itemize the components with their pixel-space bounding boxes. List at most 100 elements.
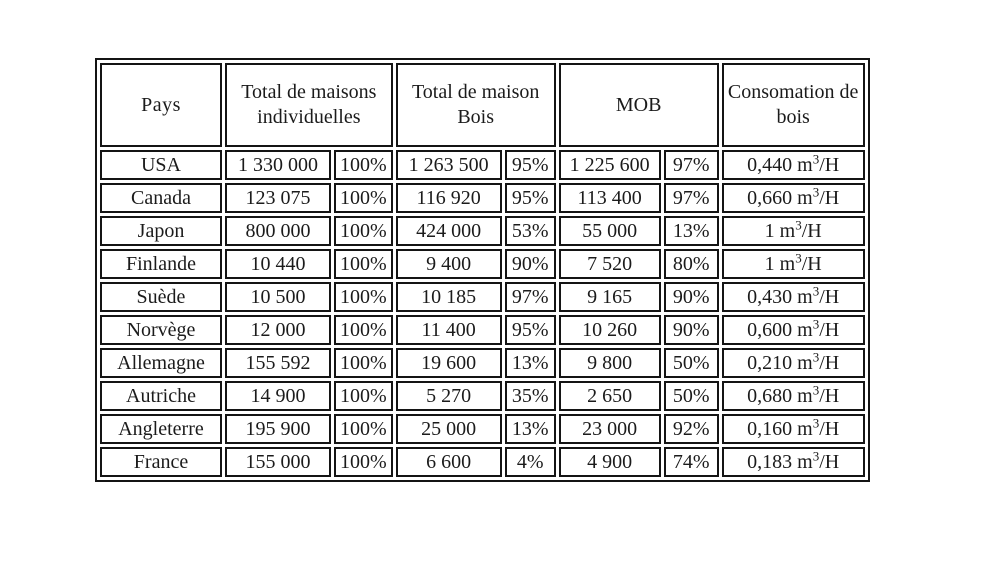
cell-mob-pct: 50% [663,381,719,411]
consumption-per-unit: /H [819,418,840,440]
cell-total-individuelles-pct: 100% [334,216,393,246]
cell-mob: 55 000 [558,216,661,246]
cell-total-bois: 1 263 500 [395,150,502,180]
wood-houses-table: Pays Total de maisons individuelles Tota… [95,58,870,482]
cell-consommation: 0,440 m3/H [721,150,865,180]
consumption-value: 1 m [764,253,796,275]
cell-total-individuelles: 12 000 [225,315,331,345]
cell-total-bois-pct: 90% [504,249,556,279]
header-mob: MOB [558,63,719,147]
cell-total-bois: 116 920 [395,183,502,213]
cell-mob-pct: 90% [663,282,719,312]
cell-total-individuelles: 155 592 [225,348,331,378]
cell-total-individuelles-pct: 100% [334,282,393,312]
cell-total-individuelles-pct: 100% [334,348,393,378]
consumption-value: 0,430 m [747,286,813,308]
cell-consommation: 0,183 m3/H [721,447,865,477]
header-total-bois: Total de maison Bois [395,63,556,147]
cell-total-individuelles: 14 900 [225,381,331,411]
table-row: Norvège 12 000 100% 11 400 95% 10 260 90% 0,600… [100,315,865,345]
cell-total-individuelles: 123 075 [225,183,331,213]
cell-mob: 23 000 [558,414,661,444]
consumption-exponent: 3 [812,448,820,464]
table-row: Angleterre 195 900 100% 25 000 13% 23 000 92% 0… [100,414,865,444]
table-row: USA 1 330 000 100% 1 263 500 95% 1 225 600 97%… [100,150,865,180]
cell-total-bois: 6 600 [395,447,502,477]
cell-consommation: 0,680 m3/H [721,381,865,411]
consumption-per-unit: /H [819,385,840,407]
cell-total-individuelles: 1 330 000 [225,150,331,180]
cell-consommation: 1 m3/H [721,249,865,279]
consumption-per-unit: /H [819,352,840,374]
consumption-per-unit: /H [819,286,840,308]
cell-total-individuelles: 195 900 [225,414,331,444]
consumption-exponent: 3 [795,250,802,266]
cell-mob-pct: 74% [663,447,719,477]
cell-total-individuelles-pct: 100% [334,447,393,477]
cell-total-bois: 424 000 [395,216,502,246]
cell-pays: Japon [100,216,222,246]
cell-mob-pct: 80% [663,249,719,279]
consumption-per-unit: /H [801,220,822,242]
cell-total-bois-pct: 4% [504,447,556,477]
consumption-per-unit: /H [819,451,840,473]
consumption-exponent: 3 [812,184,820,200]
table-row: Autriche 14 900 100% 5 270 35% 2 650 50% 0,680 … [100,381,865,411]
cell-mob: 1 225 600 [558,150,661,180]
cell-mob: 7 520 [558,249,661,279]
cell-consommation: 0,160 m3/H [721,414,865,444]
cell-pays: Suède [100,282,222,312]
cell-total-individuelles-pct: 100% [334,315,393,345]
cell-mob-pct: 92% [663,414,719,444]
cell-total-bois-pct: 95% [504,150,556,180]
cell-total-individuelles-pct: 100% [334,183,393,213]
cell-mob-pct: 90% [663,315,719,345]
header-row: Pays Total de maisons individuelles Tota… [100,63,865,147]
consumption-exponent: 3 [812,316,820,332]
cell-total-individuelles-pct: 100% [334,150,393,180]
cell-total-bois-pct: 13% [504,348,556,378]
cell-total-bois-pct: 97% [504,282,556,312]
table-row: Canada 123 075 100% 116 920 95% 113 400 97% 0,6… [100,183,865,213]
cell-mob: 9 165 [558,282,661,312]
cell-pays: Norvège [100,315,222,345]
cell-total-individuelles: 10 440 [225,249,331,279]
cell-total-bois-pct: 95% [504,183,556,213]
cell-total-bois: 25 000 [395,414,502,444]
cell-total-bois: 11 400 [395,315,502,345]
cell-total-bois-pct: 53% [504,216,556,246]
cell-mob-pct: 50% [663,348,719,378]
table-row: Allemagne 155 592 100% 19 600 13% 9 800 50% 0,2… [100,348,865,378]
cell-pays: Autriche [100,381,222,411]
cell-consommation: 0,660 m3/H [721,183,865,213]
cell-total-individuelles-pct: 100% [334,249,393,279]
table-row: Suède 10 500 100% 10 185 97% 9 165 90% 0,430 m3… [100,282,865,312]
consumption-per-unit: /H [819,187,840,209]
cell-total-individuelles: 800 000 [225,216,331,246]
cell-mob: 113 400 [558,183,661,213]
consumption-exponent: 3 [812,349,820,365]
consumption-value: 0,183 m [747,451,813,473]
cell-total-bois: 9 400 [395,249,502,279]
cell-mob: 4 900 [558,447,661,477]
cell-pays: Angleterre [100,414,222,444]
header-consommation: Consomation de bois [721,63,865,147]
consumption-per-unit: /H [801,253,822,275]
cell-pays: Allemagne [100,348,222,378]
consumption-per-unit: /H [819,154,840,176]
consumption-value: 0,440 m [747,154,813,176]
cell-mob-pct: 97% [663,150,719,180]
consumption-exponent: 3 [812,151,820,167]
cell-mob-pct: 97% [663,183,719,213]
cell-total-bois: 10 185 [395,282,502,312]
header-total-individuelles: Total de maisons individuelles [225,63,393,147]
consumption-exponent: 3 [812,283,820,299]
cell-consommation: 0,430 m3/H [721,282,865,312]
consumption-value: 1 m [764,220,796,242]
cell-total-bois: 19 600 [395,348,502,378]
table-body: USA 1 330 000 100% 1 263 500 95% 1 225 600 97%… [100,150,865,477]
consumption-value: 0,660 m [747,187,813,209]
consumption-value: 0,160 m [747,418,813,440]
consumption-exponent: 3 [812,382,820,398]
